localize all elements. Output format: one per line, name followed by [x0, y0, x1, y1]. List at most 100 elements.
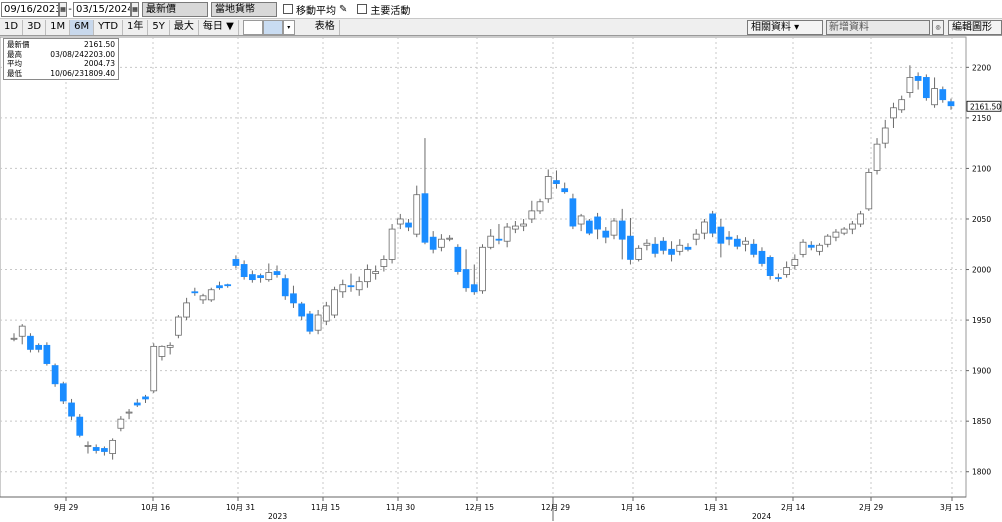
start-date-calendar-icon[interactable]: ▦	[59, 1, 67, 17]
candle-body	[536, 201, 544, 212]
candle-body	[676, 244, 684, 252]
candle-body	[758, 250, 766, 264]
add-data-field[interactable]: 新增資料	[826, 19, 930, 35]
candle-body	[684, 246, 692, 250]
related-data-select[interactable]: 相關資料 ▾	[747, 19, 823, 35]
candle-body	[68, 402, 75, 417]
frequency-select[interactable]: 每日 ▼	[199, 19, 239, 35]
candle-body	[405, 222, 412, 228]
checkbox-icon[interactable]	[283, 4, 293, 14]
candle-body	[380, 259, 388, 267]
candle-body	[692, 233, 700, 240]
candle-body	[150, 345, 158, 392]
candle-body	[43, 344, 51, 364]
x-tick-label: 12月 15	[465, 503, 494, 512]
y-tick-label: 2100	[972, 164, 991, 173]
candle-body	[775, 277, 782, 280]
range-button-ytd[interactable]: YTD	[94, 19, 124, 35]
add-data-button[interactable]: ◎	[932, 19, 944, 35]
candle-body	[553, 180, 560, 184]
candle-body	[569, 198, 577, 227]
end-date-field[interactable]: 03/15/2024	[73, 1, 131, 17]
price-type-select[interactable]: 最新價	[142, 1, 208, 17]
candle-body	[931, 88, 938, 106]
range-button-3d[interactable]: 3D	[23, 19, 47, 35]
table-button[interactable]: 表格	[311, 19, 340, 35]
range-button-5y[interactable]: 5Y	[148, 19, 170, 35]
legend-label: 最低	[7, 68, 22, 78]
candle-body	[191, 291, 199, 294]
candle-body	[857, 213, 864, 225]
chart-type-candle-button[interactable]	[262, 19, 283, 35]
chart-type-line-button[interactable]	[242, 19, 263, 35]
candle-body	[733, 238, 741, 247]
y-tick-label: 2050	[972, 215, 991, 224]
candle-body	[240, 264, 248, 278]
end-date-calendar-icon[interactable]: ▦	[131, 1, 139, 17]
toolbar-top: 09/16/2023 ▦ - 03/15/2024 ▦ 最新價 當地貨幣 移動平…	[0, 0, 1002, 18]
candle-body	[922, 77, 930, 99]
legend-label: 最新價	[7, 40, 30, 49]
candle-body	[717, 226, 725, 244]
candle-body	[27, 335, 34, 350]
candle-body	[207, 289, 215, 301]
candle-body	[914, 76, 922, 81]
candle-body	[783, 267, 790, 275]
candle-body	[76, 416, 84, 436]
candle-body	[865, 172, 873, 210]
candlestick-chart[interactable]: 1800 1850 1900 1950 2000 2050 2100 2150 2200 2161…	[0, 36, 1002, 522]
candle-body	[347, 285, 355, 288]
range-button-1y[interactable]: 1年	[123, 19, 149, 35]
candle-body	[947, 101, 955, 107]
range-button-6m[interactable]: 6M	[70, 19, 95, 35]
candle-body	[216, 285, 223, 289]
candle-body	[668, 248, 675, 255]
candle-body	[881, 127, 889, 144]
moving-average-label: 移動平均	[296, 5, 336, 17]
candle-body	[298, 303, 306, 317]
pencil-icon[interactable]: ✎	[339, 3, 348, 15]
candle-body	[635, 247, 643, 260]
candle-body	[479, 246, 486, 292]
x-tick-label: 3月 15	[940, 503, 964, 512]
key-events-checkbox[interactable]: 主要活動	[357, 2, 410, 17]
candle-body	[906, 77, 914, 94]
x-tick-label: 2月 14	[781, 503, 805, 512]
candle-body	[290, 293, 297, 304]
candle-body	[816, 244, 823, 252]
range-button-1d[interactable]: 1D	[0, 19, 24, 35]
candle-body	[388, 228, 396, 260]
candle-body	[265, 272, 273, 281]
currency-select[interactable]: 當地貨幣	[211, 1, 277, 17]
legend-row-last: 最新價 2161.50	[7, 40, 115, 49]
moving-average-checkbox[interactable]: 移動平均 ✎	[283, 2, 347, 17]
checkbox-icon[interactable]	[357, 4, 368, 14]
last-price-box	[966, 100, 1002, 112]
candle-body	[791, 259, 799, 266]
legend-label: 平均	[7, 59, 22, 68]
candle-body	[766, 256, 774, 276]
edit-chart-button[interactable]: 編輯圖形	[948, 19, 1002, 35]
candle-body	[224, 284, 232, 287]
candle-body	[602, 230, 610, 238]
candle-body	[585, 220, 593, 234]
candle-body	[322, 305, 330, 322]
candle-body	[840, 228, 848, 234]
candle-body	[610, 220, 618, 236]
x-tick-label: 11月 15	[311, 503, 340, 512]
year-label: 2023	[268, 512, 287, 521]
chart-style-dropdown[interactable]: ▾	[282, 19, 295, 35]
candle-body	[372, 271, 380, 274]
start-date-field[interactable]: 09/16/2023	[1, 1, 59, 17]
x-tick-label: 10月 31	[226, 503, 255, 512]
y-tick-label: 2000	[972, 266, 991, 275]
range-button-max[interactable]: 最大	[170, 19, 199, 35]
candle-body	[273, 271, 281, 275]
range-button-1m[interactable]: 1M	[46, 19, 71, 35]
candle-body	[742, 240, 749, 245]
legend-row-avg: 平均 2004.73	[7, 59, 115, 68]
candle-body	[364, 269, 371, 283]
candle-body	[133, 402, 141, 406]
y-tick-label: 1850	[972, 417, 991, 426]
candle-body	[175, 316, 182, 336]
